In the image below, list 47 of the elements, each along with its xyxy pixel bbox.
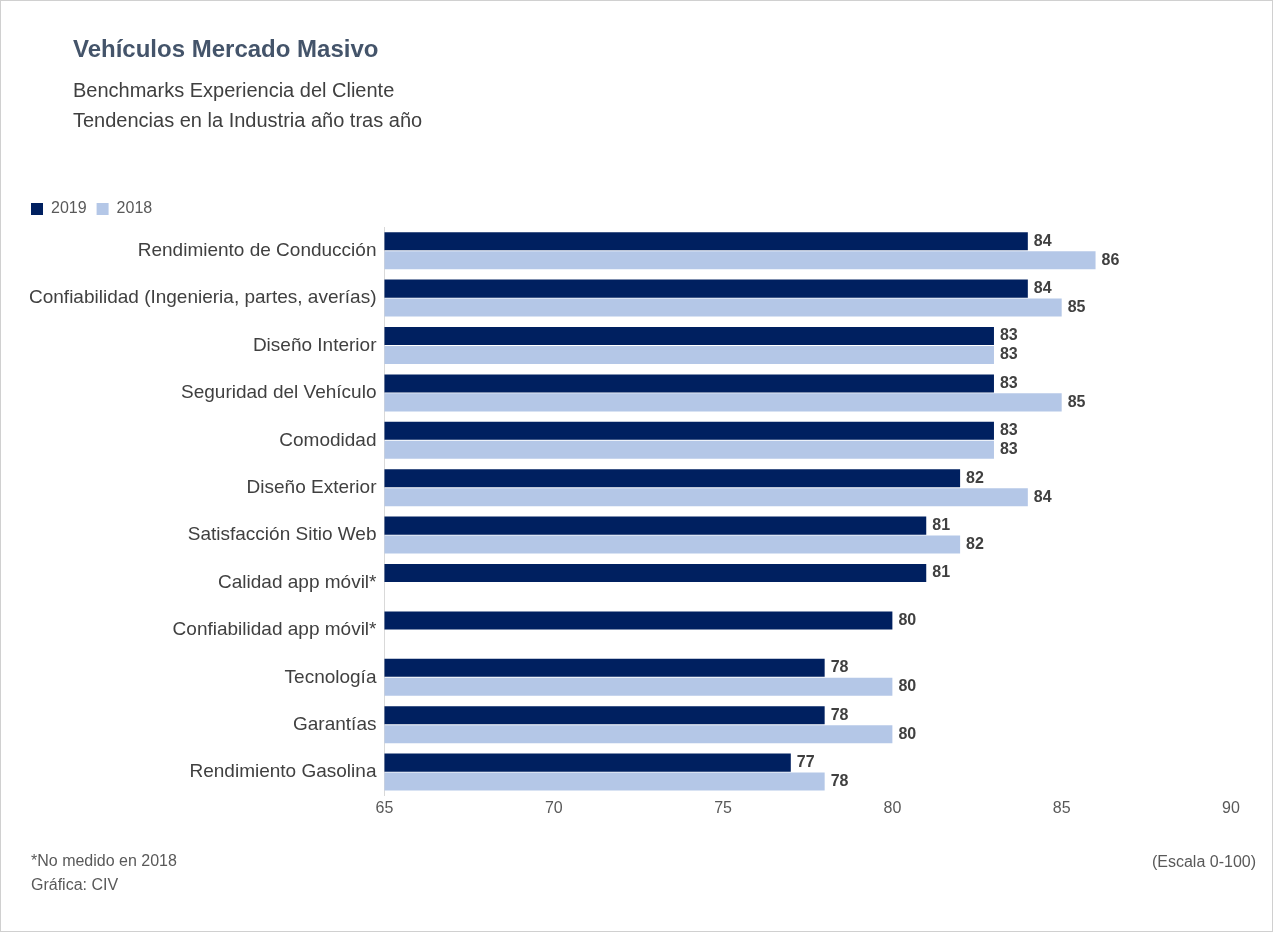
chart-title: Vehículos Mercado Masivo [73, 35, 379, 63]
x-tick-label: 70 [544, 798, 563, 816]
x-tick-label: 80 [883, 798, 902, 816]
y-tick-label: Diseño Exterior [246, 475, 378, 497]
x-axis-title: (Escala 0-100) [1151, 853, 1256, 871]
y-tick-label: Seguridad del Vehículo [181, 381, 377, 403]
data-label: 84 [1033, 231, 1052, 249]
data-label: 78 [830, 658, 849, 676]
x-tick-label: 65 [375, 798, 394, 816]
y-tick-label: Confiabilidad (Ingenieria, partes, averías) [29, 286, 377, 308]
x-tick-label: 75 [714, 798, 733, 816]
data-label: 81 [932, 516, 951, 534]
data-label: 80 [898, 610, 917, 628]
data-label: 82 [966, 468, 985, 486]
y-tick-label: Calidad app móvil* [218, 570, 378, 592]
data-label: 77 [796, 753, 815, 771]
data-label: 78 [830, 771, 849, 789]
data-label: 83 [999, 345, 1018, 363]
y-tick-label: Comodidad [279, 428, 377, 450]
y-tick-label: Confiabilidad app móvil* [172, 618, 378, 640]
data-label: 82 [966, 534, 985, 552]
x-tick-label: 85 [1052, 798, 1071, 816]
data-label: 85 [1067, 392, 1086, 410]
y-tick-label: Diseño Interior [252, 333, 378, 355]
y-tick-label: Garantías [293, 712, 377, 734]
chart-subtitle: Benchmarks Experiencia del Cliente Tendencias en la Industria año tras año [73, 78, 423, 133]
y-tick-label: Rendimiento de Conducción [137, 238, 377, 260]
data-label: 86 [1101, 250, 1120, 268]
data-label: 83 [999, 440, 1018, 458]
data-label: 84 [1033, 279, 1052, 297]
legend-label: 2018 [116, 199, 153, 217]
data-label: 83 [999, 326, 1018, 344]
data-label: 84 [1033, 487, 1052, 505]
data-label: 80 [898, 724, 917, 742]
data-label: 81 [932, 563, 951, 581]
data-label: 83 [999, 421, 1018, 439]
data-label: 83 [999, 373, 1018, 391]
data-label: 85 [1067, 297, 1086, 315]
text: Gráfica: CIV [31, 875, 120, 895]
x-tick-label: 90 [1222, 798, 1240, 816]
text: *No medido en 2018 [31, 851, 177, 871]
legend-label: 2019 [51, 199, 87, 217]
y-tick-label: Tecnología [284, 665, 377, 687]
y-tick-label: Rendimiento Gasolina [189, 760, 377, 782]
y-tick-label: Satisfacción Sitio Web [187, 523, 377, 545]
data-label: 80 [898, 677, 917, 695]
data-label: 78 [830, 705, 849, 723]
